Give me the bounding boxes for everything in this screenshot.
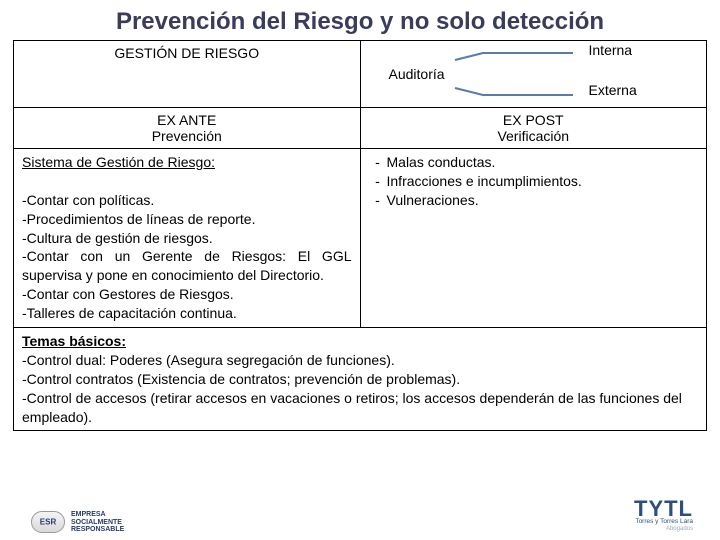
audit-label: Auditoría [389, 66, 445, 82]
subheader-expost: EX POSTVerificación [360, 108, 707, 149]
header-auditoria: Auditoría Interna Externa [360, 41, 707, 108]
logo-esr: EMPRESASOCIALMENTERESPONSABLE [31, 511, 124, 534]
risk-table: GESTIÓN DE RIESGO Auditoría Interna Exte… [13, 40, 707, 431]
tytl-sub: Torres y Torres Lara [634, 519, 693, 526]
subheader-exante: EX ANTEPrevención [14, 108, 361, 149]
temas-title: Temas básicos: [22, 333, 126, 349]
logo-tytl: TYTL Torres y Torres Lara Abogados [634, 499, 693, 532]
temas-item: -Control contratos (Existencia de contra… [22, 371, 460, 387]
prev-item: -Contar con políticas. [22, 192, 154, 208]
temas-item: -Control de accesos (retirar accesos en … [22, 390, 682, 425]
audit-interna: Interna [589, 42, 633, 58]
temas-item: -Control dual: Poderes (Asegura segregac… [22, 352, 395, 368]
tytl-abog: Abogados [634, 526, 693, 532]
header-gestion: GESTIÓN DE RIESGO [14, 41, 361, 108]
verif-item: -Vulneraciones. [369, 191, 699, 210]
prev-item: -Procedimientos de líneas de reporte. [22, 211, 255, 227]
footer: EMPRESASOCIALMENTERESPONSABLE TYTL Torre… [13, 498, 707, 534]
page-title: Prevención del Riesgo y no solo detecció… [0, 0, 720, 40]
content-verificacion: -Malas conductas. -Infracciones e incump… [360, 149, 707, 328]
audit-externa: Externa [589, 82, 637, 98]
prev-item: -Talleres de capacitación continua. [22, 305, 237, 321]
prev-item: -Cultura de gestión de riesgos. [22, 230, 213, 246]
temas-basicos: Temas básicos: -Control dual: Poderes (A… [14, 328, 707, 431]
esr-text: EMPRESASOCIALMENTERESPONSABLE [71, 511, 124, 534]
sistema-heading: Sistema de Gestión de Riesgo: [22, 154, 215, 170]
tytl-main: TYTL [634, 499, 693, 519]
prev-item: -Contar con un Gerente de Riesgos: El GG… [22, 248, 352, 283]
audit-bracket-icon [455, 51, 575, 97]
verif-item: -Infracciones e incumplimientos. [369, 172, 699, 191]
verif-item: -Malas conductas. [369, 153, 699, 172]
esr-badge-icon [31, 511, 65, 533]
prev-item: -Contar con Gestores de Riesgos. [22, 286, 234, 302]
content-prevencion: Sistema de Gestión de Riesgo: -Contar co… [14, 149, 361, 328]
